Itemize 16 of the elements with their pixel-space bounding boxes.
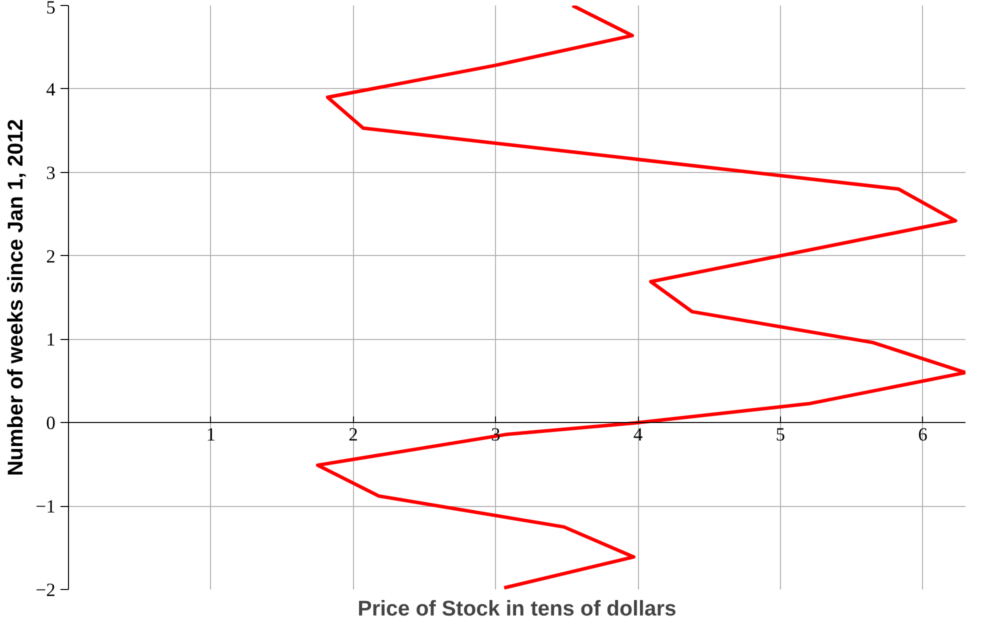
y-tick-label: 1 (46, 330, 56, 351)
x-tick-label: 4 (633, 424, 644, 446)
y-axis-title: Number of weeks since Jan 1, 2012 (4, 119, 28, 476)
y-tick-label: 3 (46, 162, 56, 184)
y-tick-label: −2 (36, 580, 56, 601)
y-tick-label: 5 (46, 0, 56, 18)
y-tick-label: 2 (46, 246, 56, 268)
line-series (316, 6, 966, 590)
y-tick-label: 4 (46, 79, 56, 100)
y-tick-label: 0 (46, 413, 56, 434)
x-tick-label: 5 (776, 424, 786, 446)
x-tick-label: 2 (348, 424, 358, 446)
y-tick-label: −1 (36, 496, 56, 518)
x-tick-label: 1 (206, 424, 216, 446)
x-tick-label: 6 (918, 424, 928, 446)
x-axis-title: Price of Stock in tens of dollars (358, 596, 676, 620)
